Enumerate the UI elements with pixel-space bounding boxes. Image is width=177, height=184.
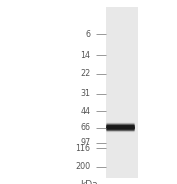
Text: 200: 200 [75, 162, 90, 171]
Text: 116: 116 [75, 144, 90, 153]
Text: 97: 97 [80, 138, 90, 147]
Text: 66: 66 [80, 123, 90, 132]
Text: 44: 44 [80, 107, 90, 116]
Text: kDa: kDa [80, 180, 97, 184]
Text: 6: 6 [85, 30, 90, 38]
Text: 31: 31 [80, 89, 90, 98]
Bar [106, 7, 138, 178]
Text: 14: 14 [80, 51, 90, 60]
Text: 22: 22 [80, 69, 90, 78]
